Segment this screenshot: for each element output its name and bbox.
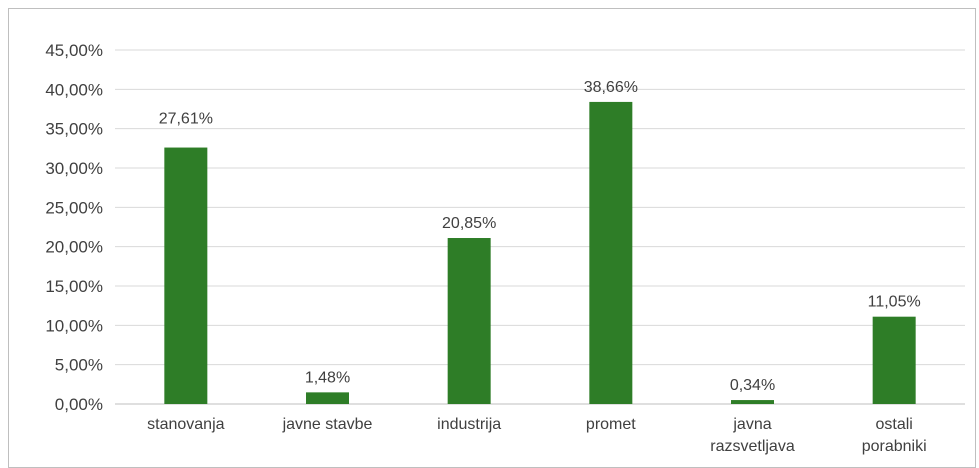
data-label: 20,85% bbox=[442, 215, 496, 232]
category-label: stanovanja bbox=[147, 416, 224, 433]
y-tick-label: 30,00% bbox=[45, 159, 103, 178]
category-label: porabniki bbox=[862, 438, 927, 455]
y-tick-label: 5,00% bbox=[55, 356, 103, 375]
y-tick-label: 40,00% bbox=[45, 80, 103, 99]
x-axis-category-labels: stanovanja javne stavbe industrija promet ja… bbox=[147, 416, 926, 455]
bar bbox=[164, 147, 208, 404]
bar bbox=[872, 316, 916, 404]
data-label: 0,34% bbox=[730, 377, 775, 394]
y-tick-label: 0,00% bbox=[55, 395, 103, 414]
y-tick-label: 10,00% bbox=[45, 316, 103, 335]
bar bbox=[447, 238, 491, 404]
category-label: javna bbox=[732, 416, 771, 433]
gridlines bbox=[115, 49, 965, 405]
category-label: promet bbox=[586, 416, 636, 433]
bars bbox=[164, 101, 916, 405]
data-label: 1,48% bbox=[305, 369, 350, 386]
y-axis-tick-labels: 0,00% 5,00% 10,00% 15,00% 20,00% 25,00% 30,00%… bbox=[45, 41, 103, 414]
category-label: razsvetljava bbox=[710, 438, 795, 455]
bar bbox=[306, 392, 349, 404]
bar bbox=[589, 101, 633, 405]
y-tick-label: 25,00% bbox=[45, 198, 103, 217]
y-tick-label: 45,00% bbox=[45, 41, 103, 60]
y-tick-label: 35,00% bbox=[45, 120, 103, 139]
data-label: 27,61% bbox=[159, 111, 213, 128]
category-label: industrija bbox=[437, 416, 501, 433]
data-label: 11,05% bbox=[868, 294, 921, 311]
y-tick-label: 15,00% bbox=[45, 277, 103, 296]
y-tick-label: 20,00% bbox=[45, 238, 103, 257]
bar bbox=[731, 400, 774, 404]
data-label: 38,66% bbox=[584, 79, 638, 96]
data-labels: 27,61% 1,48% 20,85% 38,66% 0,34% 11,05% bbox=[159, 79, 921, 394]
category-label: ostali bbox=[875, 416, 912, 433]
category-label: javne stavbe bbox=[282, 416, 373, 433]
